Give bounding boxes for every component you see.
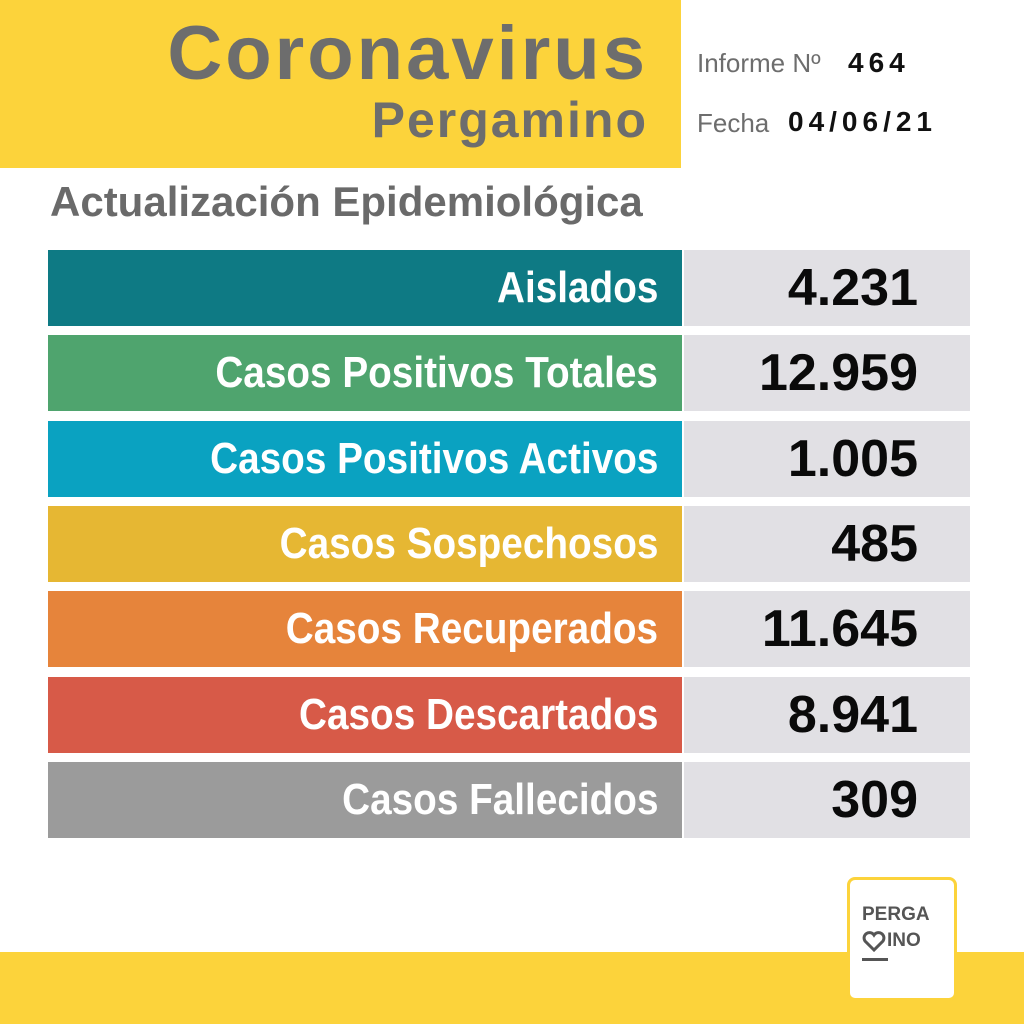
date-label: Fecha [697, 108, 770, 138]
logo-heart [862, 931, 886, 952]
row-value-cell: 1.005 [684, 420, 970, 497]
row-value: 12.959 [758, 344, 918, 403]
title: Coronavirus [167, 11, 648, 96]
row-value-cell: 12.959 [684, 335, 970, 412]
row-label: Casos Descartados [298, 689, 658, 739]
section-title: Actualización Epidemiológica [50, 178, 643, 225]
row-label-cell: Aislados [48, 250, 682, 326]
row-value: 309 [831, 770, 918, 829]
logo: PERGA INO [847, 877, 957, 1001]
row-value: 8.941 [787, 685, 918, 744]
row-value: 11.645 [761, 600, 918, 659]
logo-underline [862, 958, 888, 961]
row-value-cell: 11.645 [684, 591, 970, 668]
row-label-cell: Casos Positivos Activos [48, 420, 682, 497]
row-value-cell: 309 [684, 761, 970, 838]
logo-text: PERGA [862, 904, 930, 925]
subtitle: Pergamino [371, 92, 648, 148]
date: 04/06/21 [788, 106, 937, 137]
row-value-cell: 485 [684, 505, 970, 582]
row-label-cell: Casos Sospechosos [48, 505, 682, 582]
row-label: Casos Sospechosos [279, 518, 658, 568]
row-label: Casos Fallecidos [341, 774, 658, 824]
row-label: Casos Positivos Activos [209, 433, 658, 483]
row-label-cell: Casos Positivos Totales [48, 335, 682, 412]
row-label: Aislados [496, 263, 658, 312]
row-label-cell: Casos Descartados [48, 676, 682, 753]
row-value: 485 [831, 514, 918, 573]
row-label-cell: Casos Fallecidos [48, 761, 682, 838]
row-label-cell: Casos Recuperados [48, 591, 682, 668]
header-band [0, 0, 681, 168]
row-label: Casos Recuperados [285, 604, 658, 654]
report-number: 464 [848, 47, 910, 78]
row-value: 1.005 [787, 429, 918, 488]
row-label: Casos Positivos Totales [215, 348, 658, 398]
row-value: 4.231 [787, 259, 918, 317]
row-value-cell: 8.941 [684, 676, 970, 753]
report-label: Informe Nº [697, 48, 821, 78]
logo-text: INO [887, 930, 921, 951]
row-value-cell: 4.231 [684, 250, 970, 326]
